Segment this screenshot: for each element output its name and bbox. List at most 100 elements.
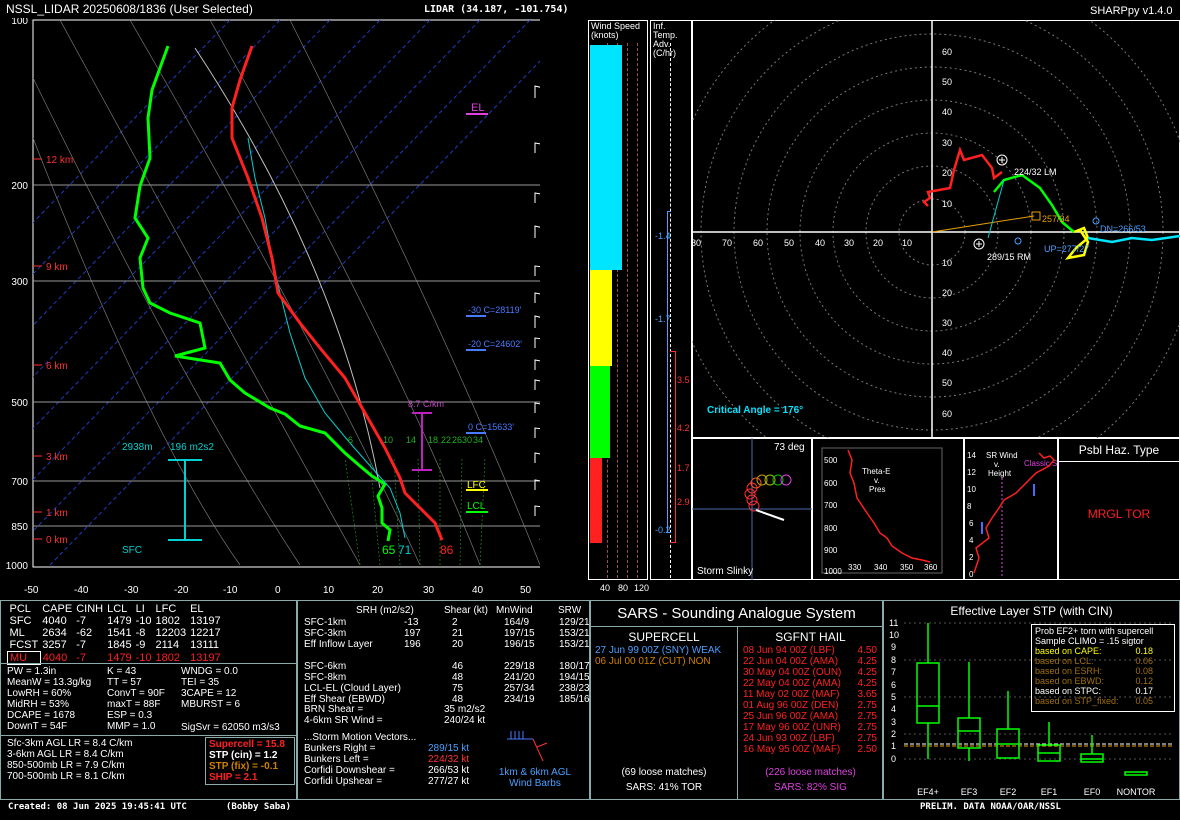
svg-text:8.7 C/km: 8.7 C/km bbox=[408, 399, 444, 409]
svg-text:EF2: EF2 bbox=[1000, 787, 1017, 797]
hail-match-row: 01 Aug 96 00Z (DEN) 2.75 bbox=[743, 700, 877, 711]
storm-slinky-panel: 73 deg Storm Slinky bbox=[692, 438, 812, 580]
wetbulb-profile bbox=[247, 137, 406, 539]
hail-match-row: 22 Jun 04 00Z (AMA) 4.25 bbox=[743, 656, 877, 667]
wind-tick: 40 bbox=[600, 583, 611, 593]
svg-text:NONTOR: NONTOR bbox=[1117, 787, 1156, 797]
hodo-ring-label: 70 bbox=[722, 238, 732, 248]
height-label: 6 km bbox=[46, 361, 68, 372]
theta-e-panel: 500 600 700 800 900 1000 330 340 350 360 Thet… bbox=[812, 438, 964, 580]
stp-legend-row: based on STP_fixed: 0.05 bbox=[1035, 696, 1153, 706]
isotherm-minus20-label: -20 C=24602' bbox=[468, 339, 522, 349]
svg-text:Pres: Pres bbox=[869, 485, 885, 494]
height-label: 9 km bbox=[46, 262, 68, 273]
svg-text:EF1: EF1 bbox=[1041, 787, 1058, 797]
height-label: 1 km bbox=[46, 508, 68, 519]
wind-bar-yellow bbox=[590, 270, 612, 366]
isotherm-0-label: 0 C=15633' bbox=[468, 422, 514, 432]
svg-text:8: 8 bbox=[967, 502, 972, 511]
mixing-ratio-label: 30 bbox=[462, 435, 472, 445]
height-label: 3 km bbox=[46, 452, 68, 463]
svg-text:1: 1 bbox=[891, 741, 896, 751]
hodo-ring-label: 60 bbox=[942, 47, 952, 57]
svg-text:11: 11 bbox=[889, 619, 898, 628]
mixing-ratio-label: 22 bbox=[441, 435, 451, 445]
svg-text:500: 500 bbox=[824, 456, 838, 465]
svg-text:SFC: SFC bbox=[122, 545, 142, 556]
mixing-ratio-label: 6 bbox=[348, 435, 353, 445]
svg-text:8: 8 bbox=[891, 655, 896, 665]
surface-wetbulb-label: 71 bbox=[398, 543, 412, 557]
svg-text:14: 14 bbox=[967, 451, 976, 460]
hodograph-trace-yellow bbox=[1064, 226, 1090, 260]
svg-text:600: 600 bbox=[824, 479, 838, 488]
kinematic-row: SFC-1km -13 2 164/9 129/21 bbox=[304, 617, 590, 628]
left-mover-label: 224/32 LM bbox=[1014, 167, 1057, 177]
svg-text:340: 340 bbox=[874, 563, 888, 572]
svg-text:2938m: 2938m bbox=[122, 442, 153, 453]
lfc-marker: LFC bbox=[466, 480, 488, 491]
kinematic-row: SFC-6km 46 229/18 180/17 bbox=[304, 661, 590, 672]
skewt-plot[interactable]: 100 200 300 500 700 850 1000 12 km 9 km … bbox=[0, 18, 540, 583]
sars-panel: SARS - Sounding Analogue System SUPERCEL… bbox=[590, 600, 883, 800]
hodograph-trace-red bbox=[922, 146, 1003, 207]
svg-text:EL: EL bbox=[471, 102, 484, 114]
effective-inflow-marker: 2938m 196 m2s2 SFC bbox=[122, 442, 214, 556]
hail-match-row: 17 May 96 00Z (UNR) 2.75 bbox=[743, 722, 877, 733]
hodo-ring-label: 10 bbox=[942, 258, 952, 268]
barb-legend bbox=[507, 731, 548, 762]
surface-temp-label: 86 bbox=[440, 543, 454, 557]
wind-barbs bbox=[534, 85, 540, 540]
stp-legend: Prob EF2+ torn with supercell Sample CLI… bbox=[1031, 624, 1175, 712]
stp-legend-row: based on ESRH: 0.08 bbox=[1035, 666, 1153, 676]
kinematics-panel: SRH (m2/s2) Shear (kt) MnWind SRW SFC-1k… bbox=[297, 600, 590, 800]
svg-text:0: 0 bbox=[969, 570, 974, 579]
hazard-title: Psbl Haz. Type bbox=[1059, 439, 1179, 462]
svg-text:Theta-E: Theta-E bbox=[862, 467, 890, 476]
hodo-ring-label: 10 bbox=[942, 199, 952, 209]
pressure-label: 200 bbox=[11, 181, 28, 192]
svg-text:2: 2 bbox=[969, 553, 974, 562]
surface-dewpoint-label: 65 bbox=[382, 543, 396, 557]
svg-text:6: 6 bbox=[969, 519, 974, 528]
hodograph[interactable]: 80 70 60 50 40 30 20 10 60 50 40 30 20 1… bbox=[692, 20, 1180, 438]
svg-text:3: 3 bbox=[891, 717, 896, 727]
temperature-profile bbox=[230, 45, 444, 541]
isotherm-minus30-label: -30 C=28119' bbox=[468, 305, 522, 315]
wind-tick: 120 bbox=[634, 583, 650, 593]
wind-tick: 80 bbox=[618, 583, 629, 593]
hodo-ring-label: 40 bbox=[942, 348, 952, 358]
kinematic-row: SFC-8km 48 241/20 194/15 bbox=[304, 672, 590, 683]
thermo-panel: PCL CAPE CINH LCL LI LFC EL SFC 4040 -7 1479 -10 18… bbox=[0, 600, 297, 800]
window-title: NSSL_LIDAR 20250608/1836 (User Selected) bbox=[6, 2, 253, 16]
height-label: 0 km bbox=[46, 535, 68, 546]
hodo-ring-label: 40 bbox=[815, 238, 825, 248]
stp-legend-row: based on STPC: 0.17 bbox=[1035, 686, 1153, 696]
svg-text:360: 360 bbox=[924, 563, 938, 572]
svg-text:10: 10 bbox=[967, 485, 976, 494]
hodo-ring-label: 50 bbox=[942, 77, 952, 87]
svg-text:2: 2 bbox=[891, 729, 896, 739]
wind-bar-cyan bbox=[590, 45, 622, 270]
svg-text:Height: Height bbox=[988, 469, 1012, 478]
hodo-ring-label: 20 bbox=[873, 238, 883, 248]
hodo-ring-label: 20 bbox=[942, 288, 952, 298]
pressure-label: 700 bbox=[11, 477, 28, 488]
svg-text:4: 4 bbox=[891, 704, 896, 714]
corfidi-down-label: DN=266/53 bbox=[1100, 224, 1146, 234]
stp-legend-row: based on LCL: 0.06 bbox=[1035, 656, 1153, 666]
el-marker: EL bbox=[466, 102, 488, 115]
hodo-ring-label: 30 bbox=[844, 238, 854, 248]
hodo-ring-label: 30 bbox=[942, 138, 952, 148]
svg-text:900: 900 bbox=[824, 546, 838, 555]
kinematic-row: Eff Shear (EBWD) 48 234/19 185/16 bbox=[304, 694, 590, 705]
svg-text:6: 6 bbox=[891, 680, 896, 690]
wind-bar-green bbox=[590, 366, 610, 458]
svg-text:350: 350 bbox=[900, 563, 914, 572]
kinematic-row: LCL-EL (Cloud Layer) 75 257/34 238/23 bbox=[304, 683, 590, 694]
corfidi-up-label: UP=277/27 bbox=[1044, 244, 1089, 254]
wind-bar-red bbox=[590, 458, 602, 543]
svg-text:LCL: LCL bbox=[467, 501, 486, 512]
svg-text:5: 5 bbox=[891, 692, 896, 702]
